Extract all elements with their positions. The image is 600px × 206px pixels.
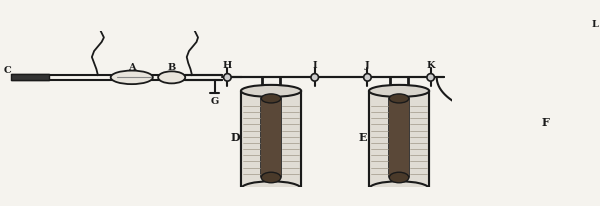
Ellipse shape	[369, 85, 429, 97]
Ellipse shape	[389, 95, 409, 103]
Ellipse shape	[261, 172, 281, 183]
Text: C: C	[4, 66, 11, 75]
Text: A: A	[128, 62, 136, 71]
Ellipse shape	[597, 53, 600, 67]
Bar	[557, 125, 600, 159]
Ellipse shape	[311, 74, 319, 82]
Ellipse shape	[261, 95, 281, 103]
Ellipse shape	[364, 74, 371, 82]
Text: F: F	[542, 116, 550, 127]
Bar	[553, 80, 600, 170]
Ellipse shape	[553, 70, 600, 91]
Ellipse shape	[389, 172, 409, 183]
Bar	[261, 99, 281, 178]
Text: K: K	[427, 61, 435, 70]
Bar	[389, 99, 409, 178]
Text: J: J	[365, 61, 370, 70]
Text: B: B	[167, 62, 176, 71]
Ellipse shape	[158, 72, 185, 84]
Ellipse shape	[427, 74, 434, 82]
Bar	[241, 91, 301, 189]
Ellipse shape	[553, 161, 600, 179]
Ellipse shape	[599, 74, 600, 86]
Text: G: G	[211, 97, 219, 106]
Bar	[11, 75, 49, 81]
Text: E: E	[359, 131, 367, 142]
Bar	[599, 54, 600, 63]
Bar	[369, 91, 429, 189]
Ellipse shape	[110, 71, 153, 85]
Text: L: L	[592, 20, 598, 28]
Ellipse shape	[547, 161, 600, 179]
Text: D: D	[230, 131, 240, 142]
Text: I: I	[313, 61, 317, 70]
Ellipse shape	[224, 74, 231, 82]
Ellipse shape	[241, 181, 301, 196]
Ellipse shape	[369, 181, 429, 196]
Text: H: H	[223, 61, 232, 70]
Ellipse shape	[591, 35, 599, 43]
Ellipse shape	[241, 85, 301, 97]
